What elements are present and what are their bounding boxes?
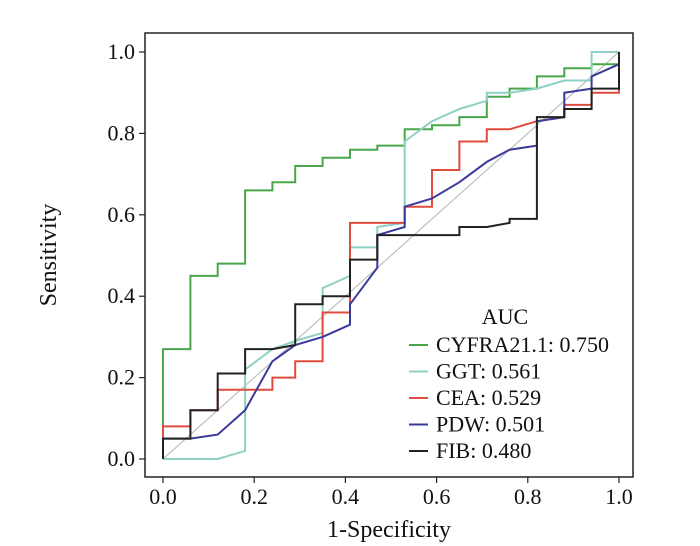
legend-label: PDW: 0.501	[436, 412, 545, 437]
y-tick-label: 0.2	[108, 365, 136, 390]
y-axis-title: Sensitivity	[36, 204, 62, 307]
y-tick-label: 0.8	[108, 120, 136, 145]
y-tick-label: 0.4	[108, 283, 136, 308]
y-tick-label: 0.6	[108, 202, 136, 227]
x-axis: 0.0 0.2 0.4 0.6 0.8 1.0	[149, 477, 633, 509]
roc-line-fib	[162, 52, 620, 459]
x-tick-label: 1.0	[605, 484, 633, 509]
series-layer	[162, 51, 620, 460]
legend-label: CEA: 0.529	[436, 385, 541, 410]
roc-line-cyfra21-1	[162, 52, 620, 459]
x-axis-title: 1-Specificity	[327, 517, 451, 543]
x-tick-label: 0.4	[332, 484, 360, 509]
legend-label: CYFRA21.1: 0.750	[436, 332, 609, 357]
y-tick-label: 0.0	[108, 446, 136, 471]
roc-line-ggt	[163, 51, 619, 460]
plot-frame	[144, 32, 634, 478]
y-tick-label: 1.0	[108, 39, 136, 64]
legend-title: AUC	[482, 304, 528, 329]
x-tick-label: 0.0	[149, 484, 177, 509]
legend-label: FIB: 0.480	[436, 438, 531, 463]
x-tick-label: 0.6	[423, 484, 451, 509]
x-tick-label: 0.8	[514, 484, 542, 509]
x-tick-label: 0.2	[240, 484, 268, 509]
legend-label: GGT: 0.561	[436, 359, 541, 384]
roc-line-pdw	[162, 52, 620, 459]
y-axis: 0.0 0.2 0.4 0.6 0.8 1.0	[108, 39, 145, 471]
